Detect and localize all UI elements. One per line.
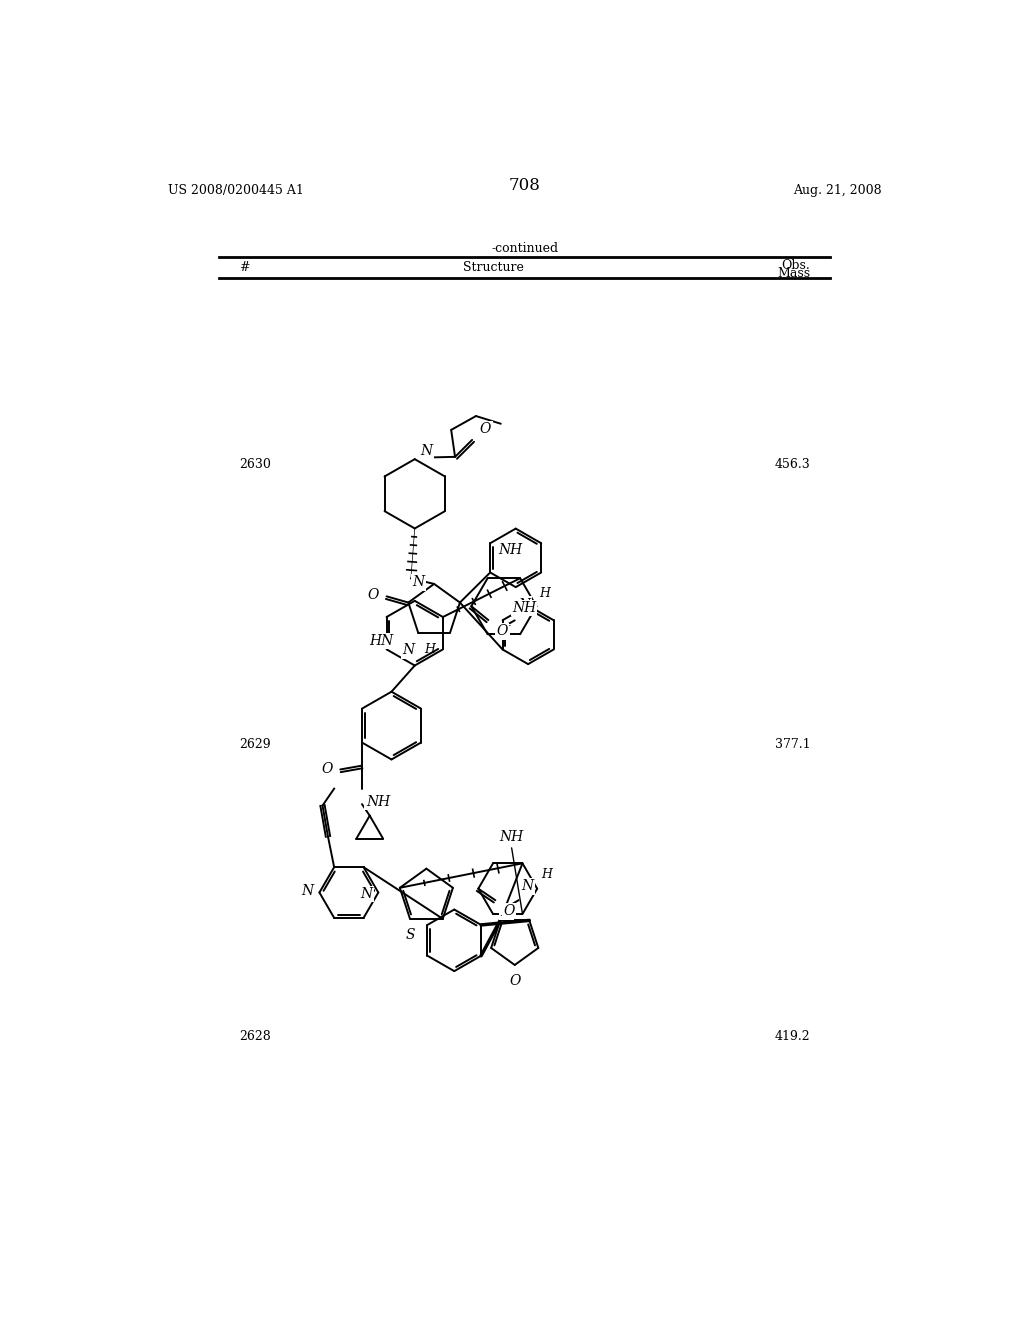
Text: 2629: 2629 [240, 738, 270, 751]
Text: -continued: -continued [492, 242, 558, 255]
Text: N: N [402, 643, 415, 657]
Text: N: N [521, 879, 534, 894]
Text: N: N [518, 598, 530, 611]
Text: 419.2: 419.2 [775, 1031, 811, 1044]
Text: Structure: Structure [463, 261, 523, 273]
Text: H: H [540, 587, 551, 601]
Text: S: S [406, 928, 415, 942]
Text: O: O [480, 422, 492, 436]
Text: NH: NH [500, 830, 523, 843]
Text: NH: NH [512, 601, 537, 615]
Text: 2630: 2630 [240, 458, 271, 471]
Text: HN: HN [369, 634, 393, 648]
Text: Aug. 21, 2008: Aug. 21, 2008 [794, 183, 882, 197]
Text: Mass: Mass [777, 267, 811, 280]
Text: H: H [424, 643, 435, 656]
Text: N: N [497, 624, 509, 639]
Text: N: N [501, 904, 513, 919]
Text: O: O [496, 624, 508, 638]
Text: N: N [360, 887, 372, 902]
Text: Obs.: Obs. [781, 259, 811, 272]
Text: H: H [541, 869, 552, 880]
Text: 456.3: 456.3 [775, 458, 811, 471]
Text: N: N [301, 884, 313, 898]
Text: 708: 708 [509, 177, 541, 194]
Text: #: # [240, 261, 250, 273]
Text: N: N [420, 444, 432, 458]
Text: O: O [509, 974, 520, 989]
Text: NH: NH [366, 795, 390, 809]
Text: 2628: 2628 [240, 1031, 271, 1044]
Text: NH: NH [498, 543, 522, 557]
Text: N: N [413, 576, 425, 589]
Text: US 2008/0200445 A1: US 2008/0200445 A1 [168, 183, 303, 197]
Text: O: O [368, 587, 379, 602]
Text: O: O [503, 904, 514, 919]
Text: O: O [322, 763, 333, 776]
Text: 377.1: 377.1 [775, 738, 811, 751]
